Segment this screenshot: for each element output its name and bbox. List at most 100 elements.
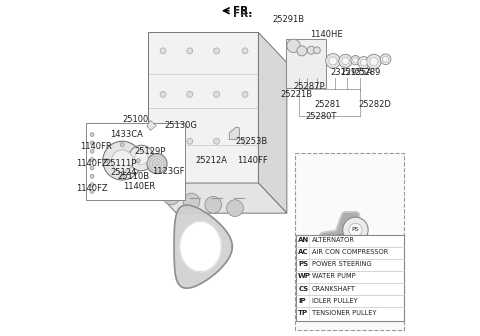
Circle shape <box>341 258 353 269</box>
Text: IP: IP <box>344 261 350 266</box>
Text: 25280T: 25280T <box>305 112 336 121</box>
Text: 25287P: 25287P <box>294 82 325 90</box>
Polygon shape <box>258 33 287 213</box>
Circle shape <box>104 159 108 163</box>
Circle shape <box>316 256 341 281</box>
Circle shape <box>342 57 349 65</box>
FancyBboxPatch shape <box>86 123 185 200</box>
Circle shape <box>360 59 367 66</box>
Text: CS: CS <box>298 286 309 292</box>
Text: 25291B: 25291B <box>272 14 304 24</box>
Circle shape <box>183 193 200 210</box>
Text: 25282D: 25282D <box>359 100 392 109</box>
Text: TP: TP <box>335 250 342 255</box>
Text: 1140ER: 1140ER <box>123 181 156 191</box>
Text: PS: PS <box>298 261 308 267</box>
Polygon shape <box>148 183 287 213</box>
Text: AC: AC <box>298 249 309 255</box>
Text: CRANKSHAFT: CRANKSHAFT <box>312 286 356 292</box>
Text: 1433CA: 1433CA <box>110 130 144 139</box>
Circle shape <box>370 57 378 66</box>
Circle shape <box>187 91 193 97</box>
Circle shape <box>358 56 370 69</box>
Text: AN: AN <box>351 250 360 255</box>
Circle shape <box>333 247 344 258</box>
Circle shape <box>335 234 346 246</box>
Circle shape <box>329 57 337 65</box>
Text: POWER STEERING: POWER STEERING <box>312 261 371 267</box>
Text: AN: AN <box>298 237 310 243</box>
Polygon shape <box>174 205 232 288</box>
Text: 25110B: 25110B <box>117 172 149 181</box>
Text: 1140FZ: 1140FZ <box>76 183 108 193</box>
Circle shape <box>383 56 388 62</box>
Circle shape <box>214 91 219 97</box>
Circle shape <box>90 149 94 153</box>
Circle shape <box>351 248 360 257</box>
Circle shape <box>307 46 315 54</box>
Text: 25124: 25124 <box>110 168 137 177</box>
Circle shape <box>349 223 362 237</box>
Circle shape <box>214 48 219 54</box>
Circle shape <box>120 142 124 146</box>
Text: 1140FZ: 1140FZ <box>76 159 108 168</box>
Circle shape <box>325 53 340 68</box>
Circle shape <box>344 260 350 266</box>
Text: 25212A: 25212A <box>196 156 228 165</box>
Circle shape <box>337 237 343 243</box>
Circle shape <box>351 55 360 65</box>
Text: 25221B: 25221B <box>280 90 312 99</box>
Circle shape <box>242 138 248 144</box>
Text: IP: IP <box>337 238 343 243</box>
Circle shape <box>90 141 94 145</box>
Circle shape <box>214 138 219 144</box>
Circle shape <box>343 217 368 243</box>
Text: AIR CON COMPRESSOR: AIR CON COMPRESSOR <box>312 249 388 255</box>
Circle shape <box>380 54 391 65</box>
Circle shape <box>287 39 300 52</box>
Circle shape <box>339 54 352 68</box>
Text: IP: IP <box>298 298 306 303</box>
Polygon shape <box>180 221 221 272</box>
Circle shape <box>242 48 248 54</box>
Circle shape <box>351 272 361 283</box>
FancyBboxPatch shape <box>295 153 404 330</box>
Circle shape <box>313 47 320 53</box>
Text: TENSIONER PULLEY: TENSIONER PULLEY <box>312 309 376 316</box>
Circle shape <box>163 188 180 205</box>
Circle shape <box>353 58 358 63</box>
Circle shape <box>160 48 166 54</box>
Text: 1123GF: 1123GF <box>152 167 185 176</box>
Polygon shape <box>148 33 258 183</box>
Text: WP: WP <box>298 274 311 280</box>
Circle shape <box>120 175 124 179</box>
Text: ALTERNATOR: ALTERNATOR <box>312 237 355 243</box>
Circle shape <box>129 145 154 171</box>
Circle shape <box>160 91 166 97</box>
Circle shape <box>227 200 243 216</box>
Circle shape <box>90 158 94 162</box>
Circle shape <box>205 197 222 213</box>
Text: IDLER PULLEY: IDLER PULLEY <box>312 298 357 303</box>
Text: 25253B: 25253B <box>236 137 268 146</box>
Circle shape <box>90 132 94 136</box>
Circle shape <box>136 159 140 163</box>
Text: 25281: 25281 <box>314 100 341 109</box>
Circle shape <box>367 54 381 69</box>
Circle shape <box>134 151 148 165</box>
Text: 25289: 25289 <box>355 68 381 77</box>
Circle shape <box>187 138 193 144</box>
Text: WATER PUMP: WATER PUMP <box>312 274 355 280</box>
Text: TP: TP <box>298 309 308 316</box>
Text: 1140FR: 1140FR <box>80 142 112 151</box>
Polygon shape <box>147 121 156 130</box>
Circle shape <box>347 244 364 261</box>
Circle shape <box>311 242 323 255</box>
Circle shape <box>160 138 166 144</box>
FancyBboxPatch shape <box>296 235 404 321</box>
Text: CS: CS <box>324 266 333 271</box>
Text: 23129: 23129 <box>330 68 357 77</box>
Text: FR.: FR. <box>233 6 252 16</box>
Text: AC: AC <box>352 275 360 280</box>
Circle shape <box>103 141 142 180</box>
